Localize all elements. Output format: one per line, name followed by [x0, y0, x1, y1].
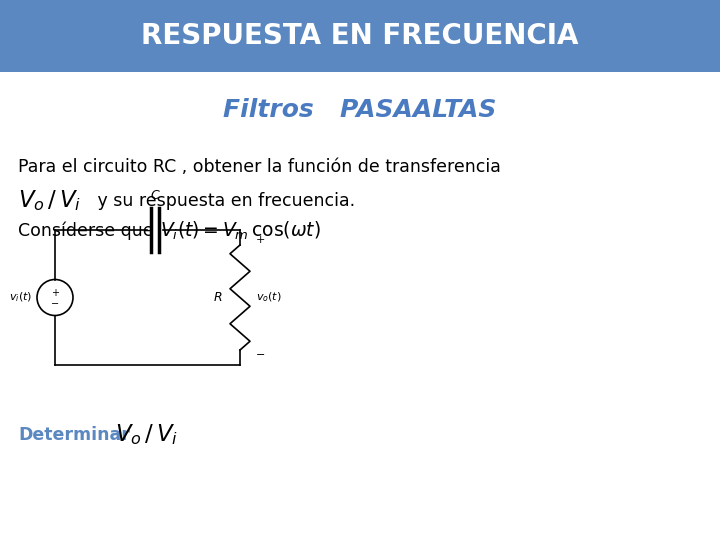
- Text: −: −: [51, 299, 59, 308]
- Text: y su respuesta en frecuencia.: y su respuesta en frecuencia.: [92, 192, 355, 210]
- Text: +: +: [256, 235, 266, 245]
- Text: Consíderse que: Consíderse que: [18, 222, 170, 240]
- Text: +: +: [51, 287, 59, 298]
- Text: Para el circuito RC , obtener la función de transferencia: Para el circuito RC , obtener la función…: [18, 158, 501, 176]
- Text: C: C: [150, 189, 159, 202]
- Text: RESPUESTA EN FRECUENCIA: RESPUESTA EN FRECUENCIA: [141, 22, 579, 50]
- Text: $\mathit{V}_i(t) = \mathit{V}_m\,\cos(\omega t)$: $\mathit{V}_i(t) = \mathit{V}_m\,\cos(\o…: [160, 220, 321, 242]
- Bar: [0, 0, 720, 72]
- Text: R: R: [214, 291, 222, 304]
- Text: $v_o(t)$: $v_o(t)$: [256, 291, 282, 305]
- Text: Determinar: Determinar: [18, 426, 130, 444]
- Text: −: −: [256, 350, 266, 360]
- Text: $\mathit{V}_o\,/\,\mathit{V}_i$: $\mathit{V}_o\,/\,\mathit{V}_i$: [115, 422, 179, 448]
- Text: $\mathit{V}_o\,/\,\mathit{V}_i$: $\mathit{V}_o\,/\,\mathit{V}_i$: [18, 188, 81, 213]
- Text: $v_i(t)$: $v_i(t)$: [9, 291, 32, 305]
- Text: Filtros   PASAALTAS: Filtros PASAALTAS: [223, 98, 497, 122]
